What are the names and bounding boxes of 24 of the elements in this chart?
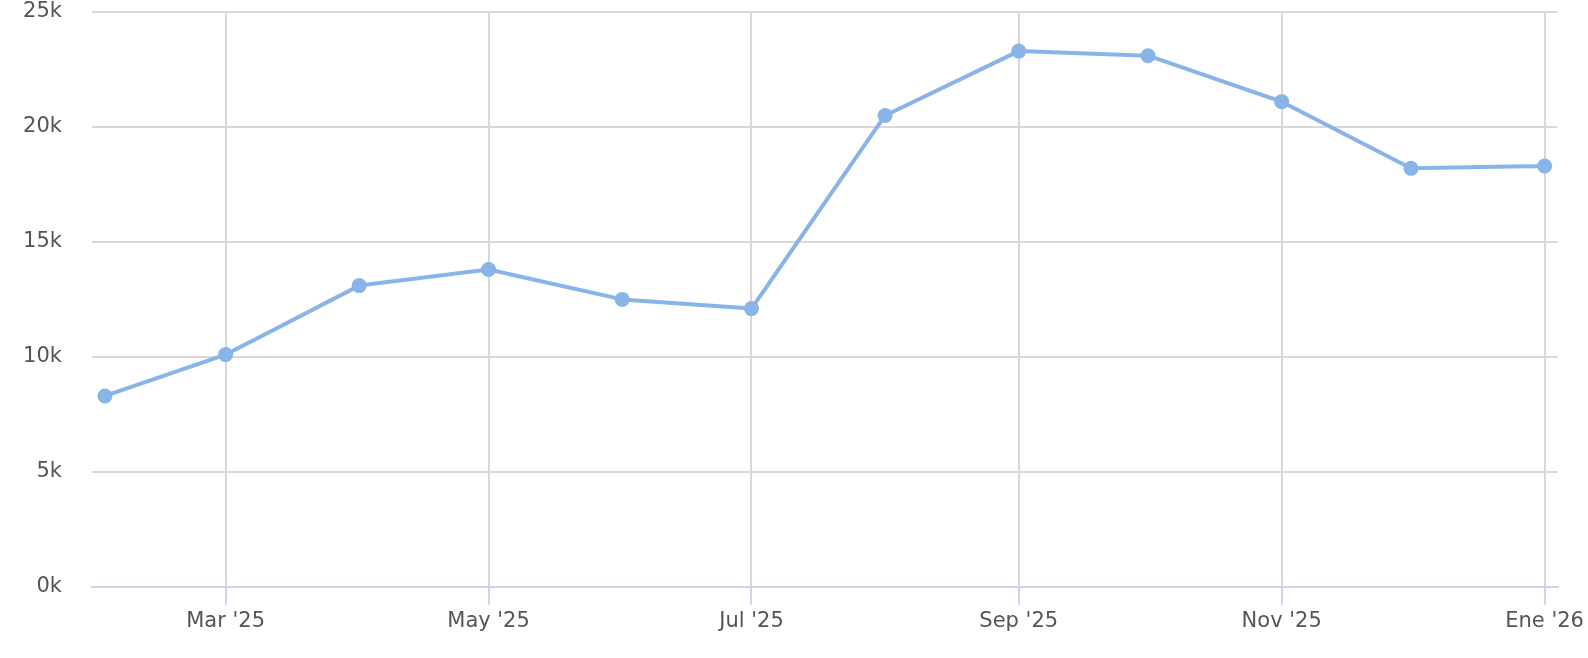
x-tick-label: Ene '26 [1505,607,1584,632]
x-tick-label: Mar '25 [186,607,266,632]
point [1537,158,1553,174]
y-tick-label: 25k [23,0,63,23]
x-tick-label: Nov '25 [1241,607,1322,632]
point [614,291,630,307]
point [877,107,893,123]
point [97,388,113,404]
point [1274,94,1290,110]
y-tick-label: 15k [23,228,63,253]
x-tick-label: Sep '25 [979,607,1059,632]
point [1403,160,1419,176]
y-tick-label: 5k [36,458,63,483]
point [743,301,759,317]
point [1011,43,1027,59]
point [481,262,497,278]
point [1140,48,1156,64]
point [218,347,234,363]
y-tick-label: 10k [23,343,63,368]
x-tick-label: May '25 [447,607,530,632]
point [351,278,367,294]
x-tick-label: Jul '25 [717,607,784,632]
y-tick-label: 20k [23,113,63,138]
y-tick-label: 0k [36,573,63,598]
